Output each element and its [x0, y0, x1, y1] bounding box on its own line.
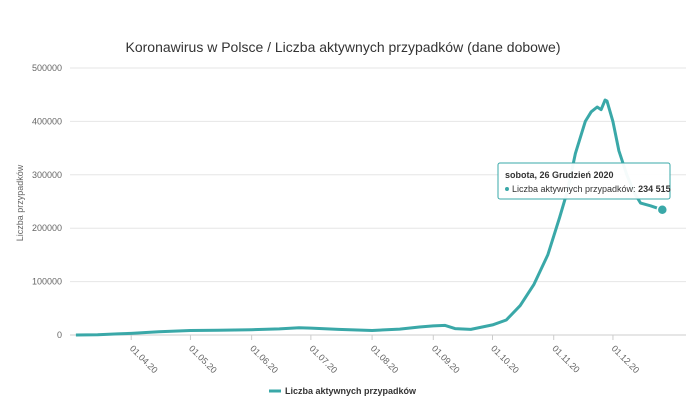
- x-tick-label: 01.11.20: [550, 343, 581, 374]
- x-axis-ticks: 01.04.20 01.05.20 01.06.20 01.07.20 01.08.20…: [128, 335, 642, 375]
- y-axis-label: Liczba przypadków: [15, 164, 25, 241]
- tooltip-series-dot: [505, 187, 509, 191]
- tooltip-series-text: Liczba aktywnych przypadków: 234 515: [512, 184, 671, 194]
- tooltip: sobota, 26 Grudzień 2020 Liczba aktywnyc…: [497, 162, 671, 200]
- x-tick-label: 01.12.20: [610, 343, 642, 375]
- legend[interactable]: Liczba aktywnych przypadków: [269, 386, 417, 396]
- x-tick-label: 01.07.20: [307, 343, 339, 375]
- x-tick-label: 01.06.20: [248, 343, 280, 375]
- x-tick-label: 01.08.20: [369, 343, 401, 375]
- x-tick-label: 01.09.20: [430, 343, 462, 375]
- tooltip-date: sobota, 26 Grudzień 2020: [505, 170, 614, 180]
- y-axis-ticks: 0 100000 200000 300000 400000 500000: [32, 63, 62, 340]
- gridlines: [70, 67, 686, 336]
- hover-point-marker[interactable]: [656, 204, 669, 216]
- x-tick-label: 01.05.20: [187, 343, 219, 375]
- y-tick-label: 200000: [32, 223, 62, 233]
- y-tick-label: 0: [57, 330, 62, 340]
- x-tick-label: 01.10.20: [489, 343, 521, 375]
- x-tick-label: 01.04.20: [128, 343, 160, 375]
- y-tick-label: 300000: [32, 170, 62, 180]
- y-tick-label: 500000: [32, 63, 62, 73]
- y-tick-label: 400000: [32, 116, 62, 126]
- chart-title: Koronawirus w Polsce / Liczba aktywnych …: [126, 39, 561, 55]
- tooltip-value: 234 515: [638, 184, 671, 194]
- legend-label: Liczba aktywnych przypadków: [285, 386, 417, 396]
- tooltip-series-label: Liczba aktywnych przypadków:: [512, 184, 638, 194]
- series-line-active-cases[interactable]: [75, 98, 663, 337]
- y-tick-label: 100000: [32, 277, 62, 287]
- tooltip-box: [497, 162, 671, 200]
